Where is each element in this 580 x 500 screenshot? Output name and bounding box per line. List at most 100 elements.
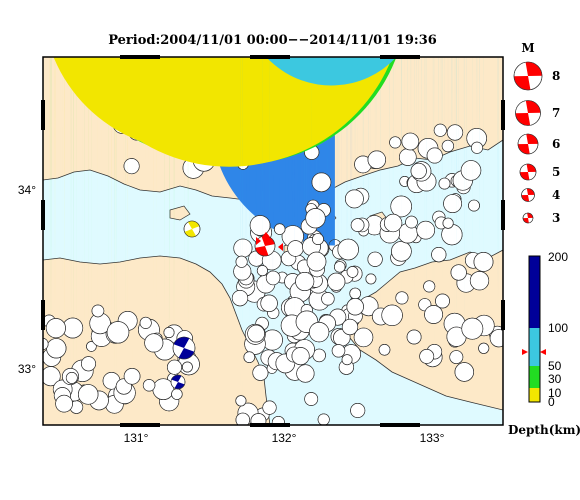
- earthquake-symbol: [139, 57, 300, 329]
- earthquake-symbol: [106, 57, 316, 344]
- mainshock-markers: [256, 232, 283, 251]
- earthquake-symbol: [424, 57, 444, 324]
- magnitude-legend-label: 5: [552, 165, 560, 179]
- magnitude-legend-label: 4: [552, 188, 560, 202]
- earthquake-symbol: [489, 57, 503, 348]
- mainshock-marker: [278, 243, 283, 251]
- earthquake-symbol: [252, 364, 269, 381]
- earthquake-symbol: [243, 57, 256, 364]
- earthquake-symbol: [468, 199, 480, 212]
- earthquake-symbol: [163, 57, 309, 338]
- earthquake-symbol: [435, 57, 450, 309]
- mainshock-marker: [256, 237, 261, 245]
- magnitude-legend-symbol: [521, 188, 535, 202]
- earthquake-symbol: [443, 57, 463, 214]
- depth-band-shallow-yellow: [529, 388, 540, 402]
- magnitude-legend-symbol: [517, 133, 539, 155]
- earthquake-symbol: [478, 57, 490, 354]
- depth-band-mid: [529, 328, 540, 366]
- earthquake-symbol: [390, 57, 413, 218]
- earthquake-symbol: [142, 57, 370, 392]
- earthquake-symbol: [384, 57, 403, 233]
- magnitude-legend-label: 8: [552, 69, 560, 83]
- land-island: [169, 205, 191, 221]
- earthquake-symbol: [391, 57, 412, 262]
- frame-border: [41, 55, 505, 427]
- earthquake-symbol: [410, 57, 427, 180]
- earthquake-symbol: [295, 57, 315, 291]
- earthquake-symbol: [250, 57, 397, 425]
- earthquake-symbol: [441, 57, 455, 153]
- magnitude-legend-label: 6: [552, 137, 560, 151]
- earthquake-symbol: [398, 57, 417, 166]
- y-tick-33: 33°: [18, 362, 36, 376]
- x-tick-132: 132°: [272, 431, 297, 445]
- earthquake-symbol: [167, 57, 348, 375]
- magnitude-legend-symbol: [522, 212, 534, 224]
- depth-colorbar-frame: [528, 255, 541, 403]
- earthquake-symbol: [317, 413, 330, 425]
- depth-band-shallow-green: [529, 366, 540, 388]
- depth-label-200: 200: [548, 250, 568, 264]
- earthquake-symbol: [291, 347, 310, 366]
- earthquake-symbol: [341, 57, 353, 366]
- y-tick-34: 34°: [18, 183, 36, 197]
- earthquake-symbol: [337, 57, 359, 261]
- earthquake-symbol: [260, 57, 278, 312]
- earthquake-symbol: [450, 57, 467, 281]
- earthquake-symbol: [296, 57, 315, 383]
- earthquake-symbol: [389, 57, 402, 149]
- earthquake-symbol: [367, 57, 386, 169]
- earthquake-symbol: [423, 280, 436, 293]
- earthquake-symbol: [470, 57, 483, 154]
- earthquake-symbol: [334, 57, 346, 273]
- earthquake-symbol: [321, 57, 335, 306]
- earthquake-symbol: [416, 57, 436, 240]
- earthquake-symbol: [262, 57, 375, 415]
- earthquake-symbol: [469, 57, 490, 291]
- earthquake-symbol: [406, 57, 422, 345]
- earthquake-symbol: [449, 57, 464, 364]
- earthquake-symbol: [454, 57, 474, 382]
- earthquake-symbol: [438, 57, 451, 190]
- earthquake-symbol: [305, 57, 326, 229]
- earthquake-symbol: [442, 57, 454, 229]
- earthquake-symbol: [271, 57, 391, 425]
- earthquake-symbol: [181, 57, 346, 373]
- mainshock-marker: [262, 232, 270, 237]
- earthquake-symbol: [395, 57, 409, 305]
- earthquake-symbol: [431, 57, 447, 263]
- magnitude-legend-symbol: [513, 61, 543, 91]
- magnitude-legend-label: 3: [552, 211, 560, 225]
- earthquake-symbol: [45, 57, 315, 339]
- depth-colorbar: 200 100 50 30 10 0 Depth(km): [508, 250, 580, 437]
- earthquake-symbol: [401, 57, 420, 151]
- depth-band-deep: [529, 256, 540, 328]
- earthquake-symbol: [426, 57, 443, 164]
- earthquake-symbol: [446, 124, 464, 141]
- earthquake-symbol: [274, 57, 286, 235]
- earthquake-symbol: [460, 160, 482, 181]
- earthquake-symbol: [235, 57, 376, 407]
- earthquake-symbol: [419, 57, 435, 364]
- earthquake-symbol: [461, 57, 484, 340]
- earthquake-symbol: [346, 57, 359, 278]
- earthquake-symbol: [144, 57, 323, 353]
- earthquake-symbol: [55, 57, 393, 413]
- earthquake-symbol: [365, 57, 377, 285]
- depth-marker-left: [522, 349, 528, 355]
- earthquake-symbol: [367, 57, 383, 267]
- depth-label-30: 30: [548, 372, 562, 386]
- earthquake-symbol: [473, 251, 494, 272]
- earthquake-symbol-deep: [172, 336, 196, 360]
- x-tick-131: 131°: [124, 431, 149, 445]
- earthquake-symbol: [381, 57, 403, 326]
- earthquake-symbol: [306, 57, 327, 272]
- earthquake-symbol: [350, 57, 366, 418]
- depth-label-10: 10: [548, 386, 562, 400]
- earthquake-symbol: [235, 255, 248, 268]
- earthquake-symbol-deep: [170, 374, 186, 390]
- depth-marker-right: [540, 349, 546, 355]
- depth-label-50: 50: [548, 359, 562, 373]
